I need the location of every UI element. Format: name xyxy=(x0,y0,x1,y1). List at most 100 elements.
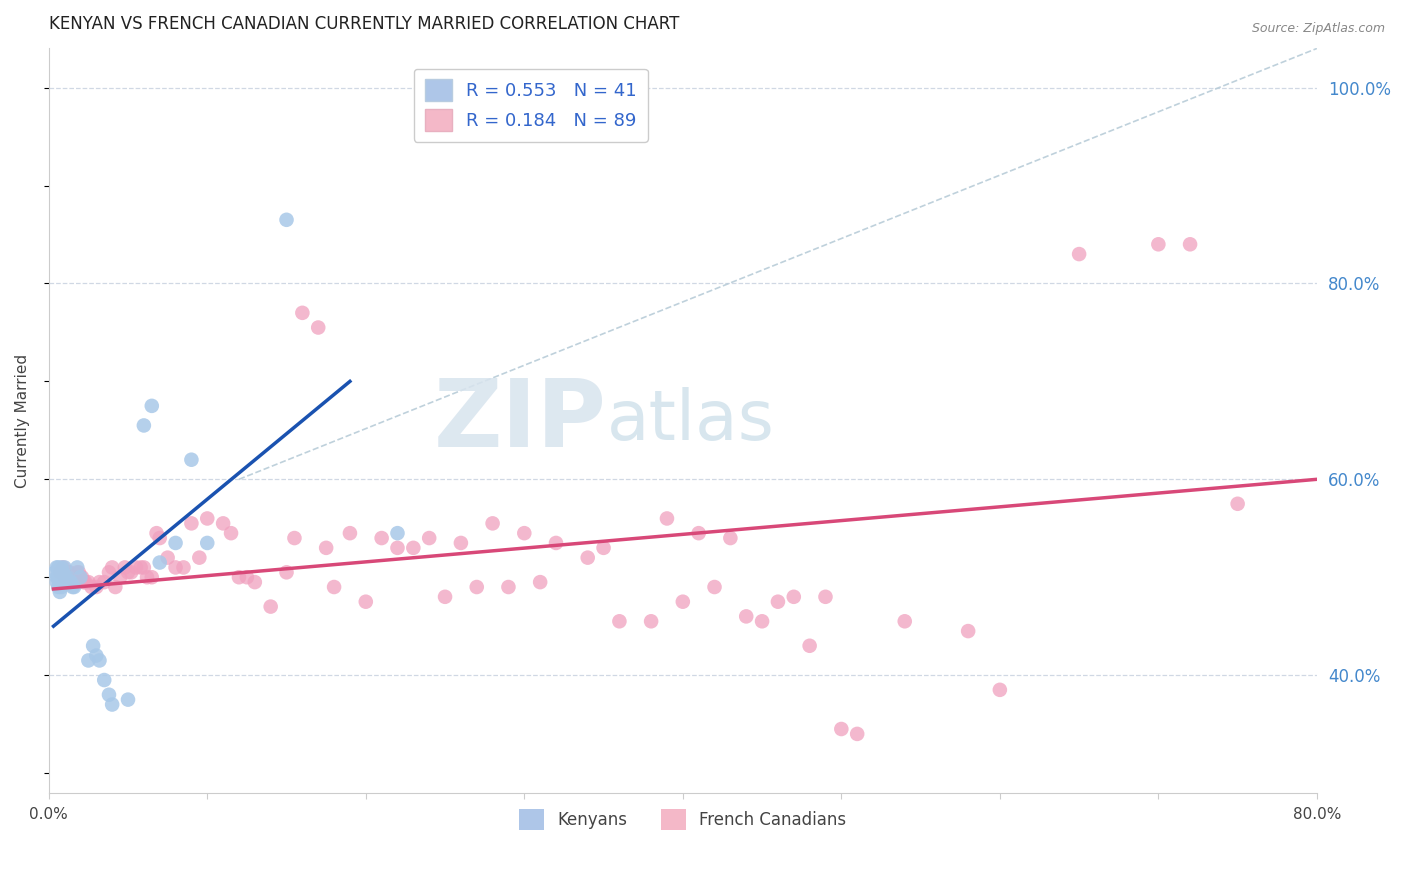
Point xyxy=(51,580,73,594)
Point xyxy=(1178,237,1201,252)
Point xyxy=(339,526,361,541)
Point xyxy=(46,560,69,574)
Point xyxy=(45,570,67,584)
Point xyxy=(766,595,789,609)
Point xyxy=(51,570,73,584)
Point xyxy=(65,570,87,584)
Point xyxy=(125,560,148,574)
Point xyxy=(718,531,741,545)
Point xyxy=(465,580,488,594)
Point xyxy=(45,575,67,590)
Point xyxy=(315,541,337,555)
Point xyxy=(56,570,79,584)
Point xyxy=(114,560,136,574)
Point xyxy=(132,560,155,574)
Point xyxy=(592,541,614,555)
Point xyxy=(77,575,100,590)
Point xyxy=(132,418,155,433)
Point xyxy=(58,575,80,590)
Point xyxy=(53,560,76,574)
Point xyxy=(117,566,139,580)
Point xyxy=(609,615,631,629)
Point xyxy=(783,590,806,604)
Point xyxy=(69,570,91,584)
Point xyxy=(70,570,93,584)
Point xyxy=(53,570,76,584)
Point xyxy=(751,615,773,629)
Point xyxy=(136,570,159,584)
Point xyxy=(149,556,172,570)
Point xyxy=(59,575,82,590)
Point xyxy=(66,566,89,580)
Point xyxy=(1226,497,1249,511)
Point xyxy=(77,653,100,667)
Point xyxy=(58,566,80,580)
Point xyxy=(49,566,72,580)
Point xyxy=(55,570,77,584)
Point xyxy=(957,624,980,638)
Point xyxy=(814,590,837,604)
Point xyxy=(56,566,79,580)
Point xyxy=(145,526,167,541)
Point xyxy=(893,615,915,629)
Point xyxy=(236,570,259,584)
Point xyxy=(52,575,75,590)
Point xyxy=(80,580,103,594)
Point xyxy=(149,531,172,545)
Point xyxy=(672,595,695,609)
Point xyxy=(1147,237,1170,252)
Point xyxy=(283,531,305,545)
Point xyxy=(53,570,76,584)
Point xyxy=(188,550,211,565)
Point xyxy=(228,570,250,584)
Point xyxy=(576,550,599,565)
Point xyxy=(108,570,131,584)
Point xyxy=(104,580,127,594)
Point xyxy=(481,516,503,531)
Point xyxy=(98,688,121,702)
Point xyxy=(640,615,662,629)
Point xyxy=(450,536,472,550)
Text: atlas: atlas xyxy=(607,387,775,454)
Point xyxy=(59,570,82,584)
Point xyxy=(370,531,392,545)
Point xyxy=(402,541,425,555)
Point xyxy=(89,575,111,590)
Point xyxy=(307,320,329,334)
Point xyxy=(434,590,457,604)
Point xyxy=(69,570,91,584)
Point xyxy=(101,698,124,712)
Point xyxy=(354,595,377,609)
Point xyxy=(156,550,179,565)
Point xyxy=(498,580,520,594)
Point xyxy=(830,722,852,736)
Point xyxy=(98,566,121,580)
Point xyxy=(655,511,678,525)
Point xyxy=(66,560,89,574)
Point xyxy=(180,516,202,531)
Point xyxy=(52,566,75,580)
Point xyxy=(418,531,440,545)
Point xyxy=(219,526,242,541)
Point xyxy=(89,653,111,667)
Point xyxy=(846,727,869,741)
Point xyxy=(84,580,107,594)
Point xyxy=(82,639,104,653)
Text: ZIP: ZIP xyxy=(434,375,607,467)
Point xyxy=(72,575,94,590)
Point xyxy=(260,599,283,614)
Point xyxy=(276,212,298,227)
Point xyxy=(195,536,218,550)
Point xyxy=(101,560,124,574)
Point xyxy=(49,585,72,599)
Point xyxy=(173,560,195,574)
Point xyxy=(988,682,1011,697)
Point xyxy=(52,560,75,574)
Point xyxy=(243,575,266,590)
Point xyxy=(45,560,67,574)
Point xyxy=(387,541,409,555)
Point xyxy=(117,692,139,706)
Point xyxy=(93,575,115,590)
Point xyxy=(67,566,90,580)
Point xyxy=(55,570,77,584)
